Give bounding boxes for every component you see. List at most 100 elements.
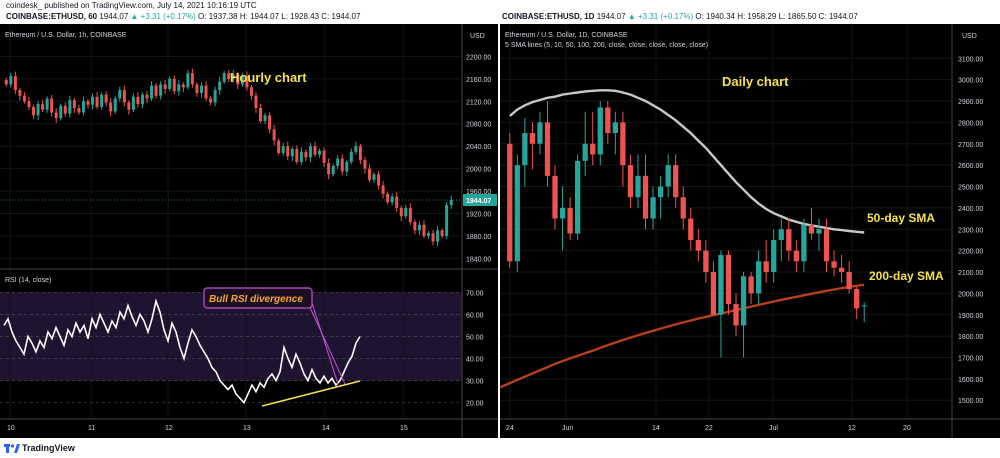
candle-body (13, 76, 17, 91)
candle-body (559, 207, 566, 219)
last-price-label: 1944.07 (466, 198, 491, 205)
right-symbol: COINBASE:ETHUSD, 1D (502, 12, 595, 21)
candle-body (227, 73, 231, 79)
candle-body (272, 129, 276, 141)
candle-body (181, 84, 185, 88)
daily-instrument-label: Ethereum / U.S. Dollar, 1D, COINBASE (505, 32, 628, 39)
candle-body (522, 133, 528, 166)
daily-unit-label: USD (962, 33, 977, 40)
candle-body (377, 174, 381, 186)
candle-body (240, 76, 244, 85)
candle-body (295, 148, 299, 162)
candle-body (404, 207, 408, 217)
price-tick-label: 1500.00 (958, 398, 983, 405)
price-tick-label: 3000.00 (958, 78, 983, 85)
hourly-candles (4, 68, 453, 247)
candle-body (322, 150, 326, 164)
price-tick-label: 2300.00 (958, 227, 983, 234)
candle-body (299, 151, 303, 162)
right-open: O: 1940.34 (695, 12, 735, 21)
price-tick-label: 2100.00 (958, 270, 983, 277)
time-tick-label: 20 (903, 425, 911, 432)
candle-body (163, 84, 167, 89)
candle-body (172, 78, 176, 92)
time-tick-label: 14 (322, 425, 330, 432)
candle-body (159, 84, 163, 96)
time-tick-label: 13 (243, 425, 251, 432)
hourly-chart-annotation: Hourly chart (230, 70, 307, 85)
candle-body (318, 150, 322, 155)
price-tick-label: 2400.00 (958, 206, 983, 213)
rsi-tick-label: 50.00 (466, 334, 484, 341)
daily-chart-panel[interactable]: Ethereum / U.S. Dollar, 1D, COINBASE 5 S… (500, 24, 1000, 438)
candle-body (59, 105, 63, 119)
candle-body (136, 96, 140, 105)
candle-body (54, 112, 58, 119)
candle-body (104, 94, 108, 103)
candle-body (688, 218, 694, 240)
candle-body (431, 233, 435, 242)
sma-overlay-label: 5 SMA lines (5, 10, 50, 100, 200, close,… (505, 42, 708, 49)
rsi-tick-label: 60.00 (466, 312, 484, 319)
candle-body (367, 168, 371, 180)
candle-body (308, 146, 312, 158)
last-price-badge (463, 194, 497, 207)
price-tick-label: 2500.00 (958, 185, 983, 192)
candle-body (109, 102, 113, 112)
time-tick-label: 24 (506, 425, 514, 432)
rsi-divergence-trendline (261, 380, 361, 407)
candle-body (440, 230, 444, 236)
daily-chart-annotation: Daily chart (722, 74, 789, 89)
hourly-chart[interactable]: Ethereum / U.S. Dollar, 1h, COINBASE USD… (0, 24, 498, 438)
candle-body (204, 85, 208, 99)
candle-body (263, 115, 267, 121)
price-tick-label: 1880.00 (466, 234, 491, 241)
daily-price-axis: 3100.00 3000.00 2900.00 2800.00 2700.00 2600.… (958, 56, 983, 405)
candle-body (22, 95, 26, 102)
candle-body (590, 143, 596, 155)
candle-body (552, 175, 558, 219)
candle-body (657, 186, 664, 198)
candle-body (575, 160, 581, 234)
right-low: L: 1865.50 (778, 12, 817, 21)
candle-body (68, 100, 72, 114)
candle-body (710, 272, 717, 315)
candle-body (529, 133, 536, 144)
candle-body (831, 261, 837, 268)
candle-body (340, 158, 344, 172)
candle-body (50, 98, 54, 113)
candle-body (45, 98, 49, 110)
left-price: 1944.07 (99, 12, 129, 21)
rsi-tick-label: 70.00 (466, 290, 484, 297)
candle-body (363, 160, 367, 169)
candle-body (218, 81, 222, 91)
hourly-chart-panel[interactable]: Ethereum / U.S. Dollar, 1h, COINBASE USD… (0, 24, 498, 438)
price-tick-label: 2120.00 (466, 99, 491, 106)
time-tick-label: 14 (652, 425, 660, 432)
candle-body (9, 76, 13, 85)
sma-200-line (500, 283, 865, 389)
divergence-callout-box (203, 287, 313, 309)
price-tick-label: 2600.00 (958, 163, 983, 170)
tradingview-logo-icon (4, 444, 20, 453)
candle-body (823, 229, 830, 262)
header-bar: coindesk_ published on TradingView.com, … (0, 0, 1000, 24)
price-tick-label: 2040.00 (466, 144, 491, 151)
candle-body (507, 143, 513, 262)
candle-body (449, 200, 453, 206)
candle-body (186, 73, 190, 88)
candle-body (436, 230, 440, 242)
candle-body (18, 90, 22, 96)
candle-body (786, 229, 792, 251)
candle-body (793, 250, 799, 262)
daily-candles (507, 101, 867, 358)
hourly-last-price: 1944.07 (0, 194, 497, 207)
candle-body (4, 79, 8, 85)
candle-body (168, 78, 172, 89)
candle-body (422, 224, 426, 236)
candle-body (127, 102, 131, 110)
candle-body (372, 174, 376, 180)
candle-body (281, 146, 285, 153)
daily-chart[interactable]: Ethereum / U.S. Dollar, 1D, COINBASE 5 S… (500, 24, 1000, 438)
candle-body (327, 163, 331, 175)
